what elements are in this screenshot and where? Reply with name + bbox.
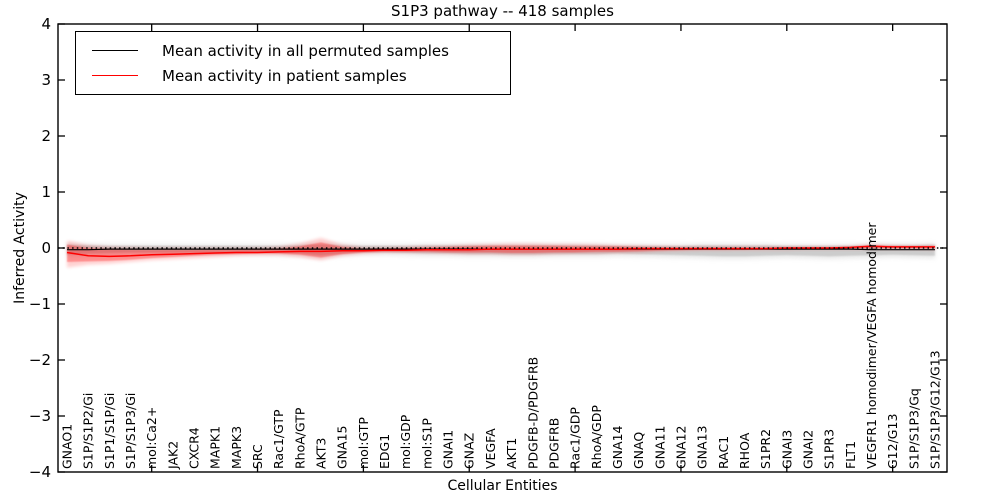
permuted-band-outer: [67, 243, 935, 260]
y-tick-label: −4: [29, 463, 51, 481]
y-tick-labels: 4 3 2 1 0 −1 −2 −3 −4: [29, 15, 51, 481]
x-category-label: mol:GTP: [356, 417, 371, 469]
patient-band-inner: [67, 242, 935, 262]
x-category-label: GNAI2: [800, 430, 815, 469]
x-category-label: SRC: [250, 444, 265, 469]
x-category-label: JAK2: [165, 441, 180, 470]
legend-label-patient: Mean activity in patient samples: [162, 66, 407, 85]
x-category-label: RhoA/GDP: [589, 405, 604, 469]
legend-entry-permuted: Mean activity in all permuted samples: [76, 39, 510, 63]
x-category-label: GNA15: [335, 426, 350, 470]
y-tick-label: 1: [41, 183, 51, 201]
x-category-label: S1P/S1P3/G12/G13: [928, 350, 943, 469]
x-category-label: GNAZ: [462, 433, 477, 469]
x-category-label: Rac1/GTP: [271, 409, 286, 469]
x-category-label: VEGFR1 homodimer/VEGFA homodimer: [864, 222, 879, 469]
x-category-label: RhoA/GTP: [292, 407, 307, 469]
x-category-label: mol:Ca2+: [144, 407, 159, 469]
x-category-label: GNA12: [673, 426, 688, 470]
x-category-label: GNAQ: [631, 432, 646, 469]
legend-entry-patient: Mean activity in patient samples: [76, 64, 510, 88]
x-category-label: S1P/S1P3/Gi: [123, 393, 138, 469]
y-tick-label: −2: [29, 351, 51, 369]
y-tick-label: 2: [41, 127, 51, 145]
x-category-labels: GNAO1 S1P/S1P2/Gi S1P1/S1P/Gi S1P/S1P3/Gi mo…: [60, 222, 943, 470]
y-tick-label: 3: [41, 71, 51, 89]
y-tick-label: 4: [41, 15, 51, 33]
x-category-label: AKT1: [504, 438, 519, 469]
x-category-label: G12/G13: [885, 414, 900, 469]
patient-band-outer: [67, 237, 935, 268]
x-category-label: AKT3: [314, 438, 329, 469]
x-category-label: GNA13: [695, 426, 710, 470]
chart-title: S1P3 pathway -- 418 samples: [391, 2, 614, 20]
x-category-label: MAPK3: [229, 426, 244, 469]
x-category-label: PDGFRB: [546, 418, 561, 469]
x-category-label: mol:GDP: [398, 414, 413, 469]
axis-ticks: [58, 23, 947, 473]
x-category-label: GNAO1: [60, 424, 75, 469]
x-category-label: GNA14: [610, 425, 625, 469]
x-category-label: MAPK1: [208, 426, 223, 469]
legend-label-permuted: Mean activity in all permuted samples: [162, 41, 449, 60]
x-category-label: RHOA: [737, 432, 752, 469]
series-lines: [58, 245, 947, 258]
x-category-label: RAC1: [716, 436, 731, 469]
patient-mean-line: [66, 245, 935, 258]
patient-line-swatch: [92, 75, 138, 76]
permuted-line-swatch: [92, 50, 138, 51]
y-axis-label: Inferred Activity: [12, 192, 28, 304]
y-tick-label: 0: [41, 239, 51, 257]
x-category-label: S1PR3: [822, 429, 837, 469]
y-tick-label: −3: [29, 407, 51, 425]
x-category-label: S1P/S1P3/Gq: [906, 388, 921, 469]
legend-box: Mean activity in all permuted samples Me…: [75, 31, 511, 95]
x-category-label: mol:S1P: [419, 418, 434, 469]
x-category-label: FLT1: [843, 441, 858, 469]
x-category-label: GNA11: [652, 426, 667, 470]
x-category-label: S1P/S1P2/Gi: [81, 393, 96, 469]
y-tick-label: −1: [29, 295, 51, 313]
x-category-label: EDG1: [377, 434, 392, 469]
x-category-label: GNAI3: [779, 430, 794, 469]
x-category-label: S1P1/S1P/Gi: [102, 393, 117, 469]
x-category-label: Rac1/GDP: [568, 407, 583, 469]
x-category-label: GNAI1: [441, 430, 456, 469]
x-axis-label: Cellular Entities: [447, 478, 558, 494]
x-category-label: VEGFA: [483, 428, 498, 469]
x-category-label: PDGFB-D/PDGFRB: [525, 357, 540, 469]
x-category-label: CXCR4: [187, 427, 202, 469]
confidence-bands: [67, 237, 935, 268]
x-category-label: S1PR2: [758, 429, 773, 469]
